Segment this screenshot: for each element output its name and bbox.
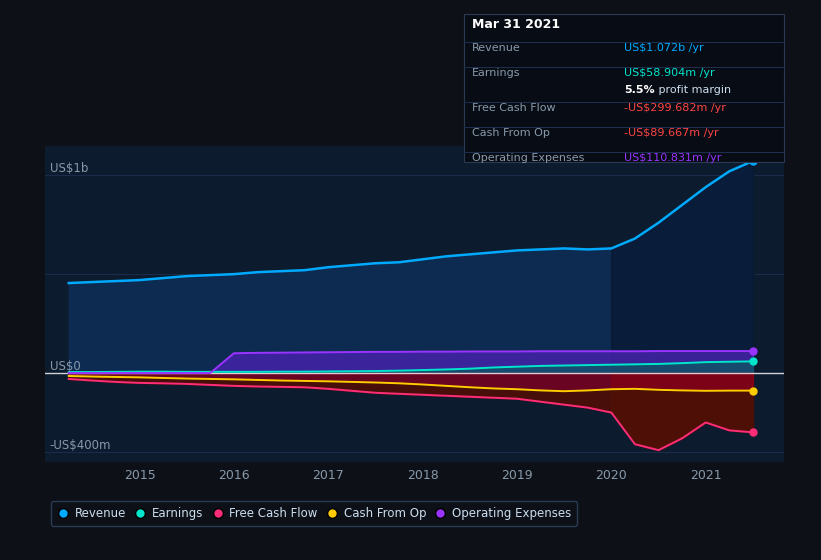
Text: -US$299.682m /yr: -US$299.682m /yr: [624, 104, 726, 114]
Text: profit margin: profit margin: [655, 85, 732, 95]
Text: Mar 31 2021: Mar 31 2021: [472, 18, 560, 31]
Text: -US$400m: -US$400m: [50, 438, 112, 452]
Legend: Revenue, Earnings, Free Cash Flow, Cash From Op, Operating Expenses: Revenue, Earnings, Free Cash Flow, Cash …: [51, 501, 577, 526]
Text: US$1b: US$1b: [50, 162, 88, 175]
Text: US$58.904m /yr: US$58.904m /yr: [624, 68, 714, 78]
Text: Revenue: Revenue: [472, 43, 521, 53]
Text: -US$89.667m /yr: -US$89.667m /yr: [624, 128, 718, 138]
Text: US$1.072b /yr: US$1.072b /yr: [624, 43, 704, 53]
Text: Free Cash Flow: Free Cash Flow: [472, 104, 556, 114]
Text: Cash From Op: Cash From Op: [472, 128, 550, 138]
Text: US$0: US$0: [50, 360, 80, 372]
Text: 5.5%: 5.5%: [624, 85, 654, 95]
Text: US$110.831m /yr: US$110.831m /yr: [624, 153, 722, 163]
Text: Operating Expenses: Operating Expenses: [472, 153, 585, 163]
Text: Earnings: Earnings: [472, 68, 521, 78]
